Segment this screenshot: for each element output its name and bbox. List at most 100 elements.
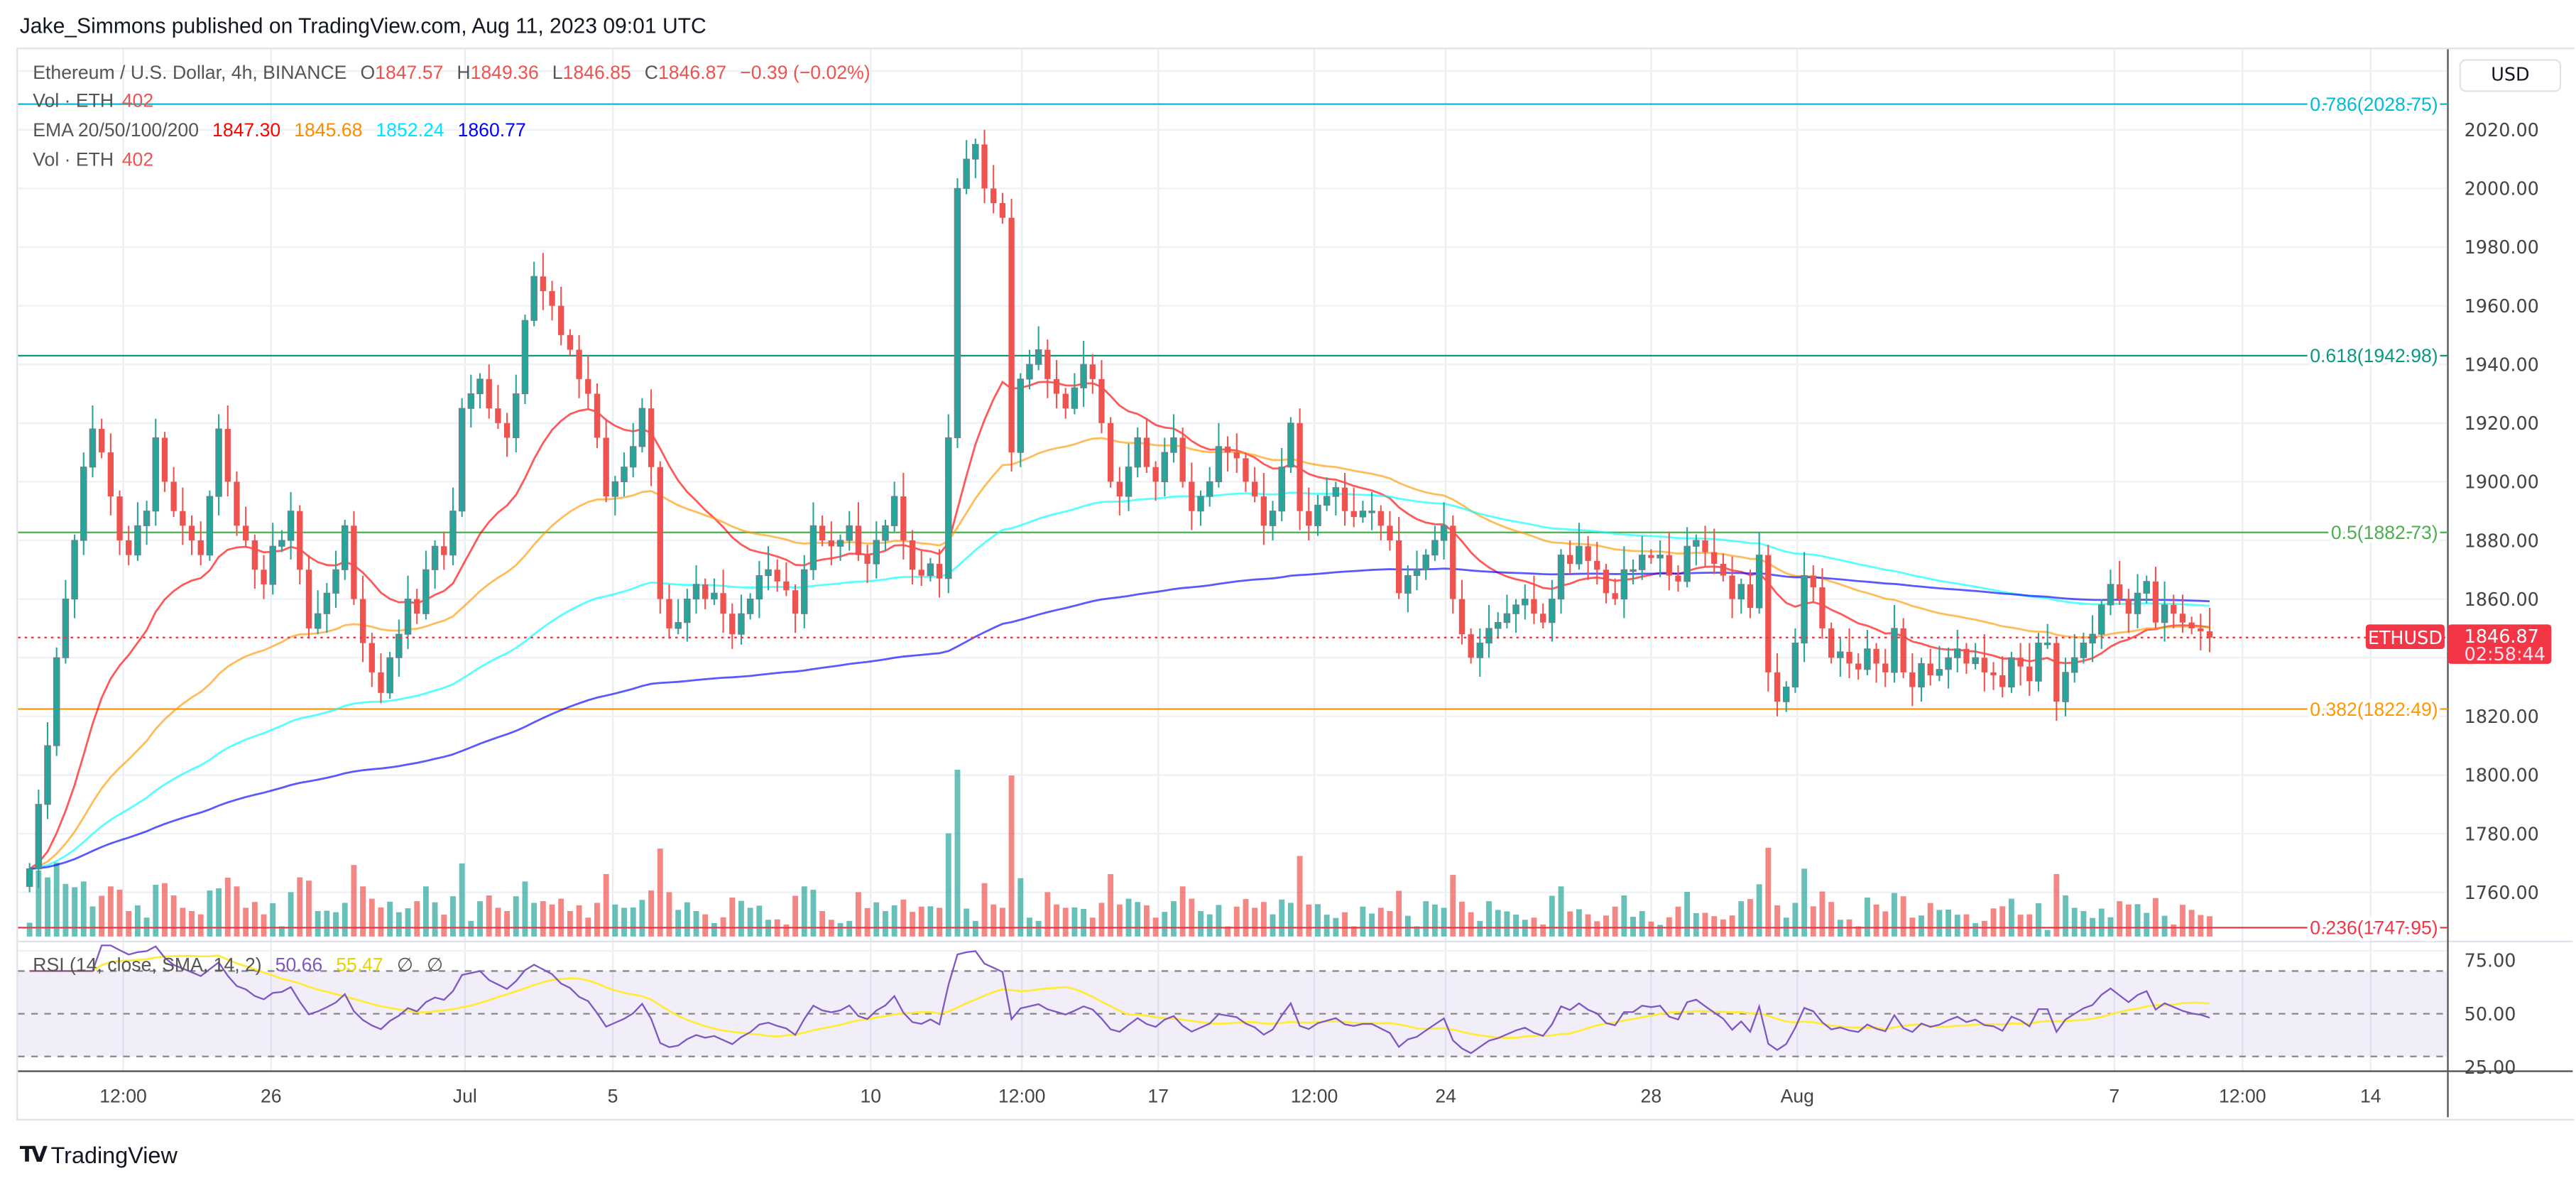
candle-body (638, 408, 646, 447)
candle (1810, 565, 1816, 602)
candle-body (314, 613, 322, 629)
ema20-line (28, 380, 2210, 870)
candle (1189, 462, 1195, 530)
volume-legend[interactable]: Vol · ETH 402 (33, 92, 161, 112)
candle-body (1431, 540, 1439, 556)
volume-bar (116, 889, 123, 937)
ema-legend[interactable]: EMA 20/50/100/200 1847.30 1845.68 1852.2… (33, 121, 534, 141)
candle-body (1197, 496, 1204, 512)
volume-bar (1603, 915, 1609, 937)
candle (1485, 604, 1492, 658)
time-tick-label: Jul (453, 1086, 477, 1107)
volume-bar (1639, 910, 1645, 937)
candle (1387, 511, 1393, 551)
volume-bar (1404, 915, 1411, 937)
volume-bar (1981, 920, 1987, 937)
volume-bar (540, 901, 546, 937)
candle-body (1638, 555, 1646, 570)
volume-bar (2063, 895, 2068, 937)
candle (1152, 461, 1159, 501)
candle (1531, 575, 1537, 624)
volume-bar (2152, 898, 2159, 937)
candle (720, 570, 726, 633)
volume-bar (981, 883, 988, 937)
volume-bar (1414, 926, 1420, 937)
candle-body (1458, 599, 1466, 635)
candle-body (2080, 642, 2087, 658)
candle-body (1503, 613, 1511, 623)
volume-bar (2071, 908, 2078, 937)
volume-bar (288, 892, 294, 937)
candle-body (1332, 487, 1340, 497)
volume-bar (1324, 915, 1330, 937)
candle (1981, 634, 1988, 692)
volume-legend-2[interactable]: Vol · ETH 402 (33, 151, 161, 171)
candle (657, 461, 663, 614)
candle (1774, 653, 1781, 716)
candle-body (1774, 672, 1781, 702)
candle-body (35, 804, 43, 870)
candle (2125, 589, 2132, 633)
candle-body (666, 599, 672, 628)
candle-body (269, 545, 276, 585)
volume-bar (1350, 926, 1357, 937)
candle (2070, 634, 2078, 683)
candle (341, 520, 349, 580)
volume-bar (1792, 903, 1799, 937)
candle (143, 501, 151, 545)
candle (746, 593, 754, 620)
candle-body (990, 188, 997, 204)
candle-body (1377, 511, 1384, 526)
symbol-title[interactable]: Ethereum / U.S. Dollar, 4h, BINANCE (33, 64, 347, 85)
candle (297, 505, 303, 584)
candle (855, 502, 862, 561)
candle-body (261, 570, 267, 584)
volume-bar (738, 900, 744, 937)
candle-body (828, 540, 835, 547)
candle (1314, 494, 1321, 536)
time-tick-label: 12:00 (1291, 1086, 1338, 1107)
volume-bar (1287, 903, 1294, 937)
candle (1539, 603, 1546, 628)
candle (2171, 594, 2177, 628)
time-tick-label: 12:00 (998, 1086, 1046, 1107)
candle (1053, 360, 1060, 409)
tradingview-logo[interactable]: TV TradingView (20, 1142, 178, 1168)
volume-bar (1612, 906, 1618, 937)
volume-bar (2044, 930, 2051, 937)
candle-body (134, 525, 141, 556)
candle (936, 549, 943, 598)
volume-bar (1702, 912, 1708, 937)
candle-body (251, 540, 258, 570)
volume-bar (1819, 891, 1825, 937)
volume-bar (2008, 898, 2014, 937)
candle-body (1522, 599, 1529, 606)
volume-bar (1369, 913, 1375, 937)
currency-button[interactable]: USD (2459, 59, 2562, 92)
candle-body (1837, 651, 1844, 658)
volume-bar (395, 912, 402, 937)
volume-bar (594, 903, 600, 937)
candle (945, 414, 952, 594)
candle (1269, 501, 1277, 541)
rsi-legend[interactable]: RSI (14, close, SMA, 14, 2) 50.66 55.47 … (33, 953, 452, 976)
volume-bar (251, 902, 258, 937)
close-value: 1846.87 (657, 64, 727, 85)
volume-label: Vol · ETH (33, 92, 114, 112)
candle-body (1585, 546, 1591, 561)
volume-bar (1098, 903, 1105, 937)
volume-bar (1306, 904, 1312, 937)
volume-bar (224, 878, 231, 937)
candle-body (1891, 628, 1898, 673)
rsi-extra-value: ∅ (396, 956, 414, 976)
candle (1503, 594, 1511, 628)
candle (1972, 643, 1979, 670)
candle (197, 521, 204, 566)
candle (729, 603, 736, 649)
candle-body (1413, 569, 1421, 577)
open-label: O (360, 64, 376, 85)
volume-bar (1071, 907, 1078, 937)
volume-bar (197, 914, 204, 937)
candle (1891, 604, 1898, 683)
